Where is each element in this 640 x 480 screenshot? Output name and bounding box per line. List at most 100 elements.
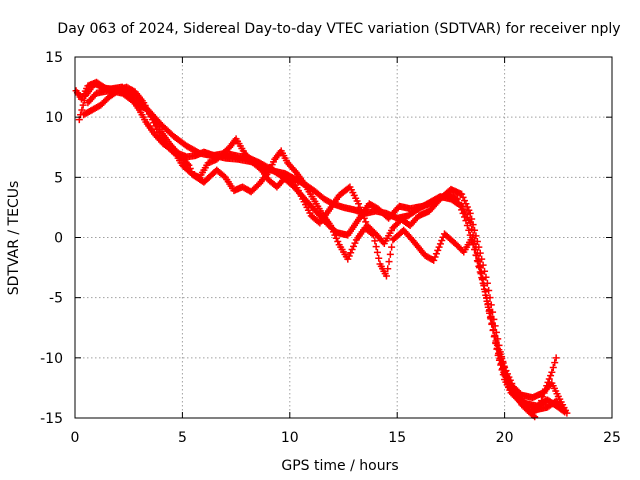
- y-tick-label: 0: [54, 231, 63, 247]
- data-marks: [72, 78, 571, 421]
- data-point: [79, 101, 87, 109]
- data-point: [347, 249, 355, 257]
- data-point: [561, 408, 569, 416]
- x-axis-label: GPS time / hours: [281, 458, 398, 474]
- data-point: [469, 241, 477, 249]
- data-point: [488, 320, 496, 328]
- data-point: [469, 221, 477, 229]
- data-point: [465, 226, 473, 234]
- x-tick-label: 15: [388, 430, 406, 446]
- y-tick-label: -10: [40, 351, 63, 367]
- data-point: [455, 199, 463, 207]
- data-point: [495, 349, 503, 357]
- data-point: [431, 253, 439, 261]
- y-tick-label: -5: [49, 291, 63, 307]
- series-track-4: [84, 87, 571, 417]
- data-point: [472, 251, 480, 259]
- data-point: [493, 344, 501, 352]
- data-point: [468, 236, 476, 244]
- data-point: [388, 243, 396, 251]
- y-tick-label: 15: [45, 50, 63, 66]
- data-point: [492, 339, 500, 347]
- data-point: [334, 238, 342, 246]
- x-tick-label: 10: [281, 430, 299, 446]
- series-track-1: [72, 78, 569, 415]
- data-point: [496, 354, 504, 362]
- data-point: [551, 359, 559, 367]
- series-track-5: [492, 339, 569, 416]
- y-tick-label: 10: [45, 110, 63, 126]
- data-point: [461, 197, 469, 205]
- data-point: [549, 363, 557, 371]
- data-point: [501, 363, 509, 371]
- data-point: [465, 206, 473, 214]
- data-point: [362, 218, 370, 226]
- data-point: [547, 372, 555, 380]
- data-point: [480, 285, 488, 293]
- data-point: [531, 413, 539, 421]
- data-point: [483, 297, 491, 305]
- data-point: [552, 354, 560, 362]
- data-point: [479, 279, 487, 287]
- data-point: [372, 243, 380, 251]
- data-point: [384, 265, 392, 273]
- x-tick-label: 25: [603, 430, 621, 446]
- y-tick-label: -15: [40, 411, 63, 427]
- data-point: [462, 217, 470, 225]
- data-point: [351, 239, 359, 247]
- data-point: [436, 240, 444, 248]
- x-tick-label: 20: [496, 430, 514, 446]
- data-point: [368, 230, 376, 238]
- data-point: [559, 407, 567, 415]
- data-point: [473, 257, 481, 265]
- data-point: [461, 213, 469, 221]
- data-point: [344, 255, 352, 263]
- data-point: [466, 209, 474, 217]
- data-point: [185, 161, 193, 169]
- data-point: [471, 246, 479, 254]
- data-point: [453, 195, 461, 203]
- data-point: [370, 231, 378, 239]
- data-point: [479, 261, 487, 269]
- x-tick-label: 0: [71, 430, 80, 446]
- data-point: [545, 375, 553, 383]
- data-point: [434, 246, 442, 254]
- data-point: [459, 209, 467, 217]
- grid: [75, 57, 612, 418]
- data-point: [482, 291, 490, 299]
- data-point: [489, 326, 497, 334]
- series-track-3: [75, 79, 539, 421]
- data-point: [456, 202, 464, 210]
- data-point: [478, 274, 486, 282]
- x-tick-label: 5: [178, 430, 187, 446]
- data-point: [466, 231, 474, 239]
- y-axis: -15 -10 -5 0 5 10 15: [40, 50, 612, 427]
- y-tick-label: 5: [54, 170, 63, 186]
- data-point: [430, 256, 438, 264]
- data-point: [484, 303, 492, 311]
- data-point: [491, 331, 499, 339]
- data-point: [486, 309, 494, 317]
- data-point: [78, 106, 86, 114]
- data-point: [435, 243, 443, 251]
- data-point: [463, 221, 471, 229]
- data-point: [432, 250, 440, 258]
- y-axis-label: SDTVAR / TECUs: [6, 181, 22, 296]
- x-axis: 0 5 10 15 20 25: [71, 57, 621, 446]
- data-point: [373, 248, 381, 256]
- data-point: [355, 200, 363, 208]
- data-point: [498, 359, 506, 367]
- data-point: [485, 286, 493, 294]
- data-point: [345, 252, 353, 260]
- data-point: [386, 250, 394, 258]
- chart-title: Day 063 of 2024, Sidereal Day-to-day VTE…: [57, 21, 620, 37]
- data-point: [438, 237, 446, 245]
- data-point: [459, 193, 467, 201]
- data-point: [153, 125, 161, 133]
- data-point: [151, 122, 159, 130]
- data-point: [548, 368, 556, 376]
- data-point: [475, 243, 483, 251]
- data-point: [462, 200, 470, 208]
- data-point: [350, 242, 358, 250]
